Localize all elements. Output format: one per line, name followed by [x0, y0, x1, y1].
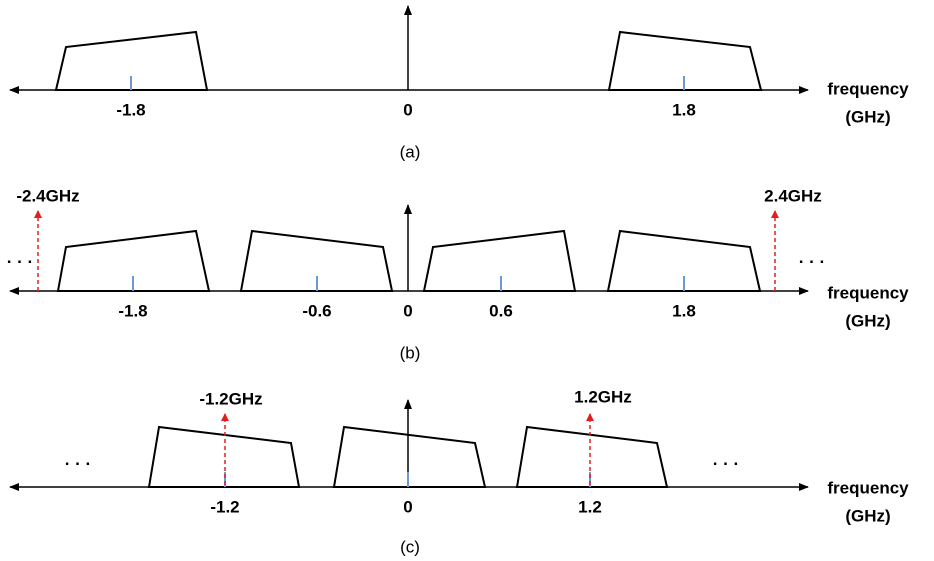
- marker-label: 1.2GHz: [574, 387, 632, 406]
- tick-label: -1.8: [116, 100, 145, 119]
- ellipsis: · · ·: [713, 454, 739, 473]
- tick-label: -1.8: [118, 301, 147, 320]
- axis-label: frequency: [827, 283, 909, 302]
- spectrum-band: [56, 229, 211, 292]
- panel-c: -1.2GHz 1.2GHz · · · · · · -1.2 0 1.2 fr…: [9, 387, 909, 556]
- tick-label: -1.2: [210, 497, 239, 516]
- spectrum-band: [606, 229, 762, 292]
- tick-label: 1.8: [672, 301, 696, 320]
- tick-label: 0: [403, 497, 412, 516]
- marker-label: 2.4GHz: [764, 186, 822, 205]
- spectrum-band: [607, 30, 763, 91]
- axis-label: frequency: [827, 478, 909, 497]
- spectrum-band: [239, 229, 394, 292]
- axis-label: (GHz): [845, 311, 890, 330]
- ellipsis: · · ·: [65, 454, 91, 473]
- tick-label: 0: [403, 100, 412, 119]
- spectrum-band: [54, 30, 209, 91]
- ellipsis: · · ·: [799, 252, 825, 271]
- spectrum-band: [422, 229, 577, 292]
- caption: (c): [400, 537, 420, 556]
- tick-label: -0.6: [302, 301, 331, 320]
- tick-label: 0: [403, 301, 412, 320]
- caption: (b): [400, 343, 421, 362]
- axis-label: (GHz): [845, 506, 890, 525]
- tick-label: 1.8: [672, 100, 696, 119]
- spectrum-band: [515, 425, 669, 488]
- axis-label: (GHz): [845, 107, 890, 126]
- axis-label: frequency: [827, 79, 909, 98]
- spectrum-band: [332, 425, 487, 488]
- tick-label: 0.6: [489, 301, 513, 320]
- caption: (a): [400, 142, 421, 161]
- panel-b: -2.4GHz 2.4GHz · · · · · · -1.8 -0.6 0 0…: [7, 186, 909, 362]
- panel-a: -1.8 0 1.8 frequency (GHz) (a): [9, 5, 909, 161]
- marker-label: -2.4GHz: [16, 186, 79, 205]
- marker-label: -1.2GHz: [199, 389, 262, 408]
- ellipsis: · · ·: [7, 252, 33, 271]
- spectrum-band: [147, 425, 301, 488]
- tick-label: 1.2: [578, 497, 602, 516]
